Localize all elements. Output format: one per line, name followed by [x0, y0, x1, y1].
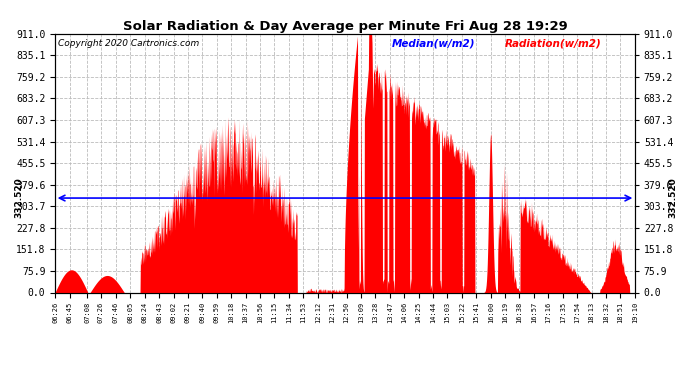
Text: 332.520: 332.520: [14, 178, 23, 218]
Text: Radiation(w/m2): Radiation(w/m2): [504, 39, 601, 49]
Title: Solar Radiation & Day Average per Minute Fri Aug 28 19:29: Solar Radiation & Day Average per Minute…: [123, 20, 567, 33]
Text: Median(w/m2): Median(w/m2): [391, 39, 475, 49]
Text: Copyright 2020 Cartronics.com: Copyright 2020 Cartronics.com: [58, 39, 199, 48]
Text: 332.520: 332.520: [668, 178, 677, 218]
